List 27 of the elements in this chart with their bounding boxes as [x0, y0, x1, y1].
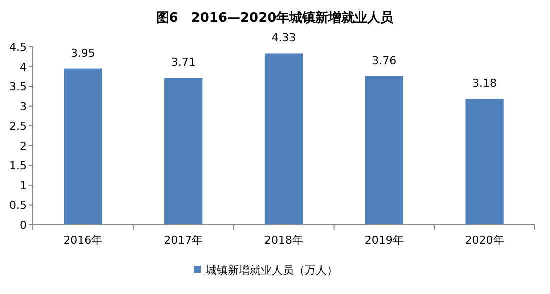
- bar: [365, 76, 404, 225]
- data-label: 3.95: [70, 46, 96, 60]
- y-tick-label: 0: [20, 219, 27, 232]
- bar: [264, 54, 304, 225]
- x-tick-label: 2019年: [364, 234, 404, 247]
- y-tick-label: 2.5: [10, 120, 27, 134]
- x-tick-label: 2018年: [264, 234, 304, 247]
- y-tick-label: 3.5: [10, 80, 27, 94]
- y-tick-label: 1: [20, 179, 27, 192]
- x-tick-label: 2017年: [164, 234, 204, 247]
- y-tick-label: 4.5: [10, 41, 27, 54]
- x-tick-label: 2020年: [465, 234, 504, 247]
- data-label: 4.33: [272, 32, 296, 45]
- data-label: 3.18: [472, 77, 498, 90]
- y-tick-label: 1.5: [10, 160, 27, 173]
- y-tick-label: 0.5: [10, 199, 27, 212]
- chart-title: 图6 2016—2020年城镇新增就业人员: [156, 10, 395, 26]
- bar: [466, 99, 504, 225]
- data-label: 3.76: [372, 54, 397, 68]
- y-tick-label: 3: [20, 100, 27, 114]
- legend-label: 城镇新增就业人员（万人）: [205, 264, 338, 277]
- data-label: 3.71: [171, 56, 196, 70]
- x-tick-label: 2016年: [64, 234, 103, 247]
- y-tick-label: 2: [20, 140, 27, 153]
- bar: [64, 68, 102, 225]
- y-tick-label: 4: [20, 60, 27, 74]
- bar: [164, 78, 203, 225]
